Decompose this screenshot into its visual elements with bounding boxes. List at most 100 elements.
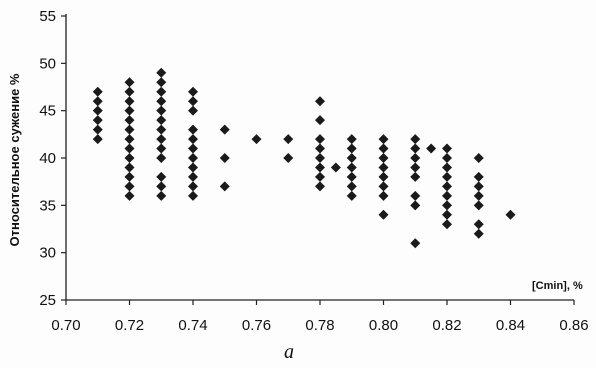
x-tick-label: 0.86 bbox=[559, 317, 588, 334]
data-point bbox=[378, 162, 389, 173]
data-point bbox=[346, 162, 357, 173]
data-point bbox=[124, 105, 135, 116]
data-point bbox=[92, 96, 103, 107]
data-point bbox=[156, 153, 167, 163]
data-point bbox=[378, 143, 389, 154]
data-point bbox=[188, 171, 198, 182]
data-point bbox=[124, 115, 135, 126]
data-point bbox=[188, 134, 198, 145]
data-point bbox=[188, 105, 198, 116]
data-point bbox=[378, 134, 389, 145]
x-tick-label: 0.74 bbox=[178, 317, 207, 334]
data-point bbox=[410, 190, 421, 201]
data-point bbox=[188, 86, 198, 97]
data-point bbox=[378, 190, 389, 201]
data-point bbox=[124, 190, 135, 201]
data-points bbox=[92, 67, 516, 249]
data-point bbox=[124, 143, 135, 154]
data-point bbox=[124, 181, 135, 192]
data-point bbox=[315, 153, 325, 163]
data-point bbox=[442, 171, 452, 182]
data-point bbox=[156, 86, 167, 97]
data-point bbox=[346, 181, 357, 192]
data-point bbox=[283, 153, 294, 163]
data-point bbox=[473, 171, 484, 182]
data-point bbox=[219, 124, 230, 135]
data-point bbox=[124, 86, 135, 97]
data-point bbox=[442, 181, 452, 192]
data-point bbox=[283, 134, 294, 145]
data-point bbox=[124, 124, 135, 135]
data-point bbox=[315, 162, 325, 173]
data-point bbox=[315, 115, 325, 126]
data-point bbox=[188, 143, 198, 154]
data-point bbox=[92, 124, 103, 135]
data-point bbox=[124, 134, 135, 145]
data-point bbox=[156, 134, 167, 145]
x-tick-label: 0.76 bbox=[242, 317, 271, 334]
data-point bbox=[124, 153, 135, 163]
data-point bbox=[156, 67, 167, 78]
data-point bbox=[442, 162, 452, 173]
data-point bbox=[378, 153, 389, 163]
data-point bbox=[442, 143, 452, 154]
data-point bbox=[251, 134, 262, 145]
data-point bbox=[156, 96, 167, 107]
data-point bbox=[156, 124, 167, 135]
data-point bbox=[473, 228, 484, 239]
data-point bbox=[156, 171, 167, 182]
data-point bbox=[378, 171, 389, 182]
data-point bbox=[188, 153, 198, 163]
data-point bbox=[92, 134, 103, 145]
data-point bbox=[410, 171, 421, 182]
data-point bbox=[156, 105, 167, 116]
y-tick-label: 25 bbox=[39, 292, 56, 309]
x-tick-label: 0.80 bbox=[369, 317, 398, 334]
data-point bbox=[346, 190, 357, 201]
data-point bbox=[442, 200, 452, 211]
figure-caption: а bbox=[284, 341, 294, 363]
data-point bbox=[156, 181, 167, 192]
data-point bbox=[315, 134, 325, 145]
data-point bbox=[156, 115, 167, 126]
data-point bbox=[346, 153, 357, 163]
y-tick-label: 55 bbox=[39, 8, 56, 25]
data-point bbox=[505, 209, 516, 220]
data-point bbox=[219, 153, 230, 163]
y-tick-label: 50 bbox=[39, 55, 56, 72]
data-point bbox=[473, 200, 484, 211]
data-point bbox=[346, 171, 357, 182]
x-tick-label: 0.78 bbox=[305, 317, 334, 334]
x-tick-labels: 0.70 0.72 0.74 0.76 0.78 0.80 0.82 0.84 0.86 bbox=[51, 317, 588, 334]
data-point bbox=[315, 171, 325, 182]
data-point bbox=[219, 181, 230, 192]
data-point bbox=[473, 153, 484, 163]
data-point bbox=[410, 238, 421, 249]
data-point bbox=[378, 181, 389, 192]
data-point bbox=[473, 219, 484, 230]
y-tick-label: 30 bbox=[39, 245, 56, 262]
data-point bbox=[346, 134, 357, 145]
data-point bbox=[315, 96, 325, 107]
data-point bbox=[188, 162, 198, 173]
data-point bbox=[410, 143, 421, 154]
data-point bbox=[346, 143, 357, 154]
axes bbox=[61, 14, 575, 305]
x-tick-label: 0.72 bbox=[115, 317, 144, 334]
data-point bbox=[410, 200, 421, 211]
data-point bbox=[315, 143, 325, 154]
data-point bbox=[442, 190, 452, 201]
data-point bbox=[124, 96, 135, 107]
x-axis-label: [Cmin], % bbox=[532, 280, 583, 292]
x-tick-label: 0.82 bbox=[432, 317, 461, 334]
data-point bbox=[188, 190, 198, 201]
y-tick-label: 35 bbox=[39, 197, 56, 214]
data-point bbox=[156, 190, 167, 201]
data-point bbox=[156, 143, 167, 154]
data-point bbox=[124, 171, 135, 182]
data-point bbox=[92, 115, 103, 126]
data-point bbox=[315, 181, 325, 192]
